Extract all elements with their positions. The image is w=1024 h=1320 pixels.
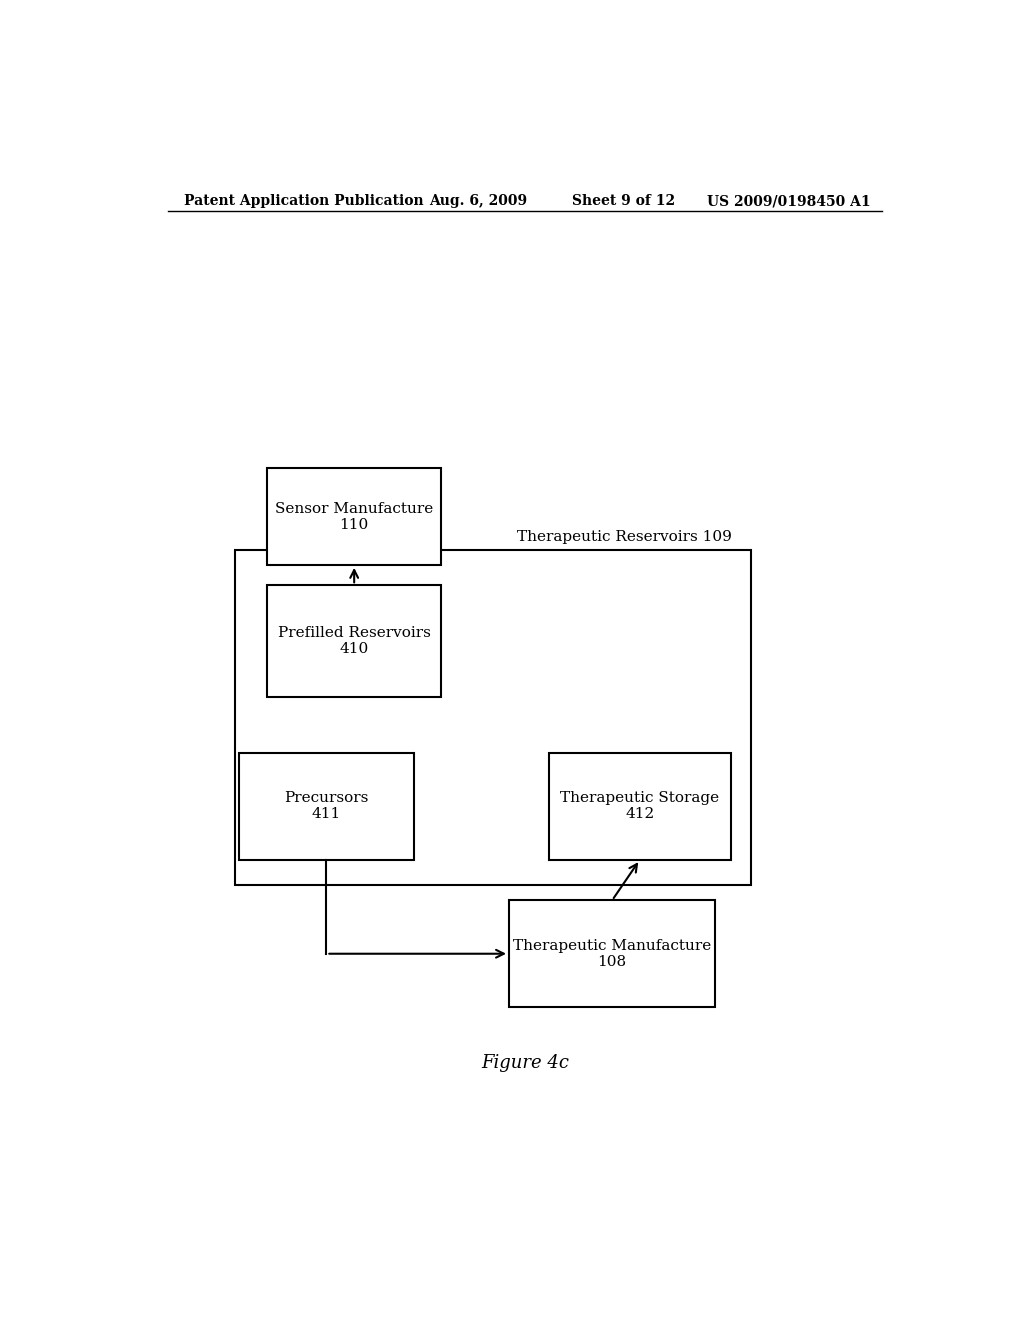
Bar xyxy=(549,752,731,859)
Text: Therapeutic Reservoirs 109: Therapeutic Reservoirs 109 xyxy=(517,529,732,544)
Bar xyxy=(267,585,441,697)
Bar xyxy=(267,469,441,565)
Text: US 2009/0198450 A1: US 2009/0198450 A1 xyxy=(708,194,871,209)
Text: Aug. 6, 2009: Aug. 6, 2009 xyxy=(430,194,527,209)
Text: Sensor Manufacture
110: Sensor Manufacture 110 xyxy=(275,502,433,532)
Text: Patent Application Publication: Patent Application Publication xyxy=(183,194,423,209)
Text: Precursors
411: Precursors 411 xyxy=(285,791,369,821)
Text: Sheet 9 of 12: Sheet 9 of 12 xyxy=(572,194,676,209)
Bar xyxy=(509,900,715,1007)
Text: Prefilled Reservoirs
410: Prefilled Reservoirs 410 xyxy=(278,626,431,656)
Bar xyxy=(236,549,751,886)
Bar xyxy=(240,752,414,859)
Text: Therapeutic Manufacture
108: Therapeutic Manufacture 108 xyxy=(513,939,712,969)
Text: Therapeutic Storage
412: Therapeutic Storage 412 xyxy=(560,791,720,821)
Text: Figure 4c: Figure 4c xyxy=(481,1053,568,1072)
